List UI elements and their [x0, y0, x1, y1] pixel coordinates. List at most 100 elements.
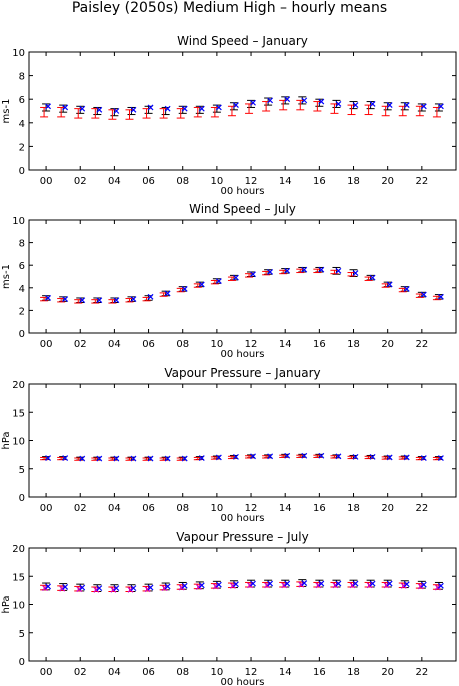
data-point-stroke [420, 581, 427, 588]
data-point-stroke [298, 581, 305, 588]
data-point-stroke [250, 271, 256, 278]
data-point-stroke [366, 582, 373, 589]
data-point-stroke [233, 102, 239, 109]
x-tick-label: 04 [108, 176, 121, 187]
data-point-stroke [144, 586, 151, 593]
y-tick-label: 0 [19, 166, 25, 177]
data-point-stroke [130, 296, 137, 303]
data-point-stroke [264, 582, 271, 589]
y-tick-label: 5 [19, 465, 25, 476]
y-axis-label: ms-1 [1, 264, 12, 289]
y-axis-label: hPa [1, 431, 12, 449]
data-point-stroke [437, 293, 444, 300]
data-point-stroke [247, 582, 253, 589]
series-black [42, 579, 443, 593]
data-point-stroke [284, 267, 291, 274]
data-point-stroke [181, 286, 188, 292]
data-point-stroke [96, 106, 103, 113]
data-point-stroke [434, 584, 441, 591]
data-point-stroke [212, 583, 219, 590]
data-point-stroke [386, 580, 393, 587]
x-tick-label: 10 [211, 667, 224, 678]
data-point-stroke [161, 585, 168, 592]
x-tick-label: 00 [40, 176, 53, 187]
x-tick-label: 16 [313, 667, 326, 678]
x-tick-label: 08 [176, 503, 189, 514]
x-tick-label: 10 [211, 176, 224, 187]
data-point-stroke [76, 586, 83, 593]
y-tick-label: 10 [12, 48, 25, 59]
data-point-stroke [352, 102, 359, 109]
x-tick-label: 22 [415, 339, 428, 350]
data-point-stroke [62, 296, 69, 303]
data-point-stroke [130, 455, 137, 462]
y-tick-label: 10 [12, 601, 25, 612]
data-point-stroke [45, 295, 52, 301]
x-tick-label: 14 [279, 503, 292, 514]
data-point-stroke [335, 580, 342, 587]
page-title: Paisley (2050s) Medium High – hourly mea… [71, 0, 388, 16]
x-tick-label: 12 [245, 667, 258, 678]
data-point-stroke [318, 98, 325, 105]
data-point-stroke [198, 281, 205, 288]
y-tick-label: 2 [19, 306, 25, 317]
data-point-stroke [113, 455, 120, 462]
x-axis-label: 00 hours [220, 513, 264, 524]
data-point-stroke [79, 455, 86, 462]
data-point-stroke [147, 104, 154, 111]
data-point-stroke [164, 583, 171, 590]
data-point-stroke [318, 580, 325, 587]
data-point-stroke [233, 274, 239, 281]
data-point-stroke [383, 582, 390, 589]
series-black [42, 266, 443, 303]
x-axis-label: 00 hours [220, 349, 264, 360]
data-point-stroke [110, 586, 117, 593]
x-tick-label: 00 [40, 503, 53, 514]
data-point-stroke [386, 281, 393, 288]
data-point-stroke [400, 582, 407, 589]
x-tick-label: 06 [142, 503, 155, 514]
chart-title: Wind Speed – July [189, 202, 296, 216]
data-point-stroke [215, 278, 222, 284]
y-tick-label: 0 [19, 657, 25, 668]
data-point-stroke [79, 105, 86, 112]
data-point-stroke [386, 102, 393, 109]
data-point-stroke [267, 453, 274, 460]
data-point-stroke [403, 454, 410, 461]
y-tick-label: 8 [19, 72, 25, 83]
data-point-stroke [42, 585, 49, 592]
series-blue [45, 580, 444, 592]
y-tick-label: 10 [12, 216, 25, 227]
x-tick-label: 02 [74, 176, 87, 187]
data-point-stroke [403, 581, 410, 588]
chart-title: Vapour Pressure – July [176, 530, 308, 544]
x-tick-label: 02 [74, 339, 87, 350]
data-point-stroke [284, 96, 291, 103]
data-point-stroke [352, 270, 359, 277]
data-point-stroke [130, 585, 137, 592]
chart-title: Wind Speed – January [177, 34, 308, 48]
data-point-stroke [437, 103, 444, 110]
x-tick-label: 16 [313, 339, 326, 350]
data-point-stroke [181, 455, 188, 462]
data-point-stroke [335, 100, 342, 107]
plot-frame [28, 547, 457, 662]
data-point-stroke [96, 297, 103, 304]
x-tick-label: 04 [108, 667, 121, 678]
data-point-stroke [420, 103, 427, 110]
data-point-stroke [267, 97, 274, 104]
data-point-stroke [352, 453, 359, 460]
data-point-stroke [369, 580, 376, 587]
data-point-stroke [62, 584, 69, 590]
series-blue [45, 452, 444, 462]
data-point-stroke [281, 582, 288, 589]
data-point-stroke [215, 104, 222, 111]
x-tick-label: 20 [381, 503, 394, 514]
data-point-stroke [96, 455, 103, 462]
plot-frame [28, 51, 457, 171]
data-point-stroke [130, 106, 137, 113]
data-point-stroke [267, 580, 274, 587]
data-point-stroke [420, 291, 427, 298]
